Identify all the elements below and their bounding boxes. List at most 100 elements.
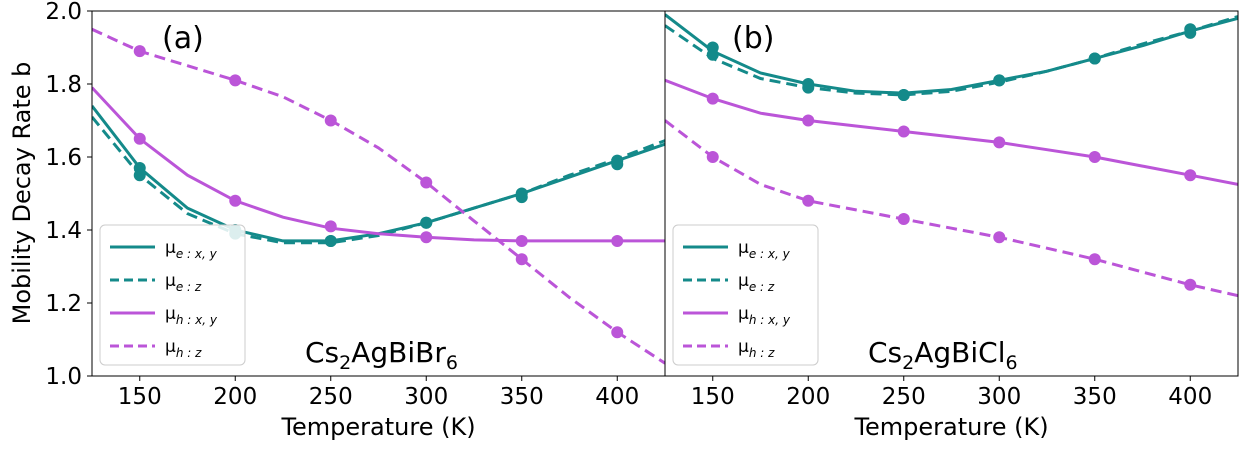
series-line-3: [92, 27, 665, 365]
data-point: [515, 191, 528, 204]
data-point: [324, 220, 337, 233]
plot-area-panel-0: [92, 27, 665, 365]
series-line-2: [665, 78, 1238, 186]
legend-label-base: μ: [165, 238, 176, 258]
legend-box: [99, 224, 246, 366]
data-point: [420, 231, 433, 244]
compound-text: AgBiBr: [351, 336, 446, 369]
data-point: [706, 48, 719, 61]
data-point: [515, 234, 528, 247]
x-tick-label: 150: [118, 384, 162, 410]
data-point: [993, 136, 1006, 149]
compound-text: Cs: [868, 336, 902, 369]
legend-label: μe : z: [165, 271, 202, 294]
legend-label-base: μ: [738, 238, 749, 258]
data-point: [897, 213, 910, 226]
legend-label-subscript: h : z: [176, 346, 202, 360]
data-point: [324, 114, 337, 127]
legend-label-subscript: h : z: [749, 346, 775, 360]
y-axis-title: Mobility Decay Rate b: [8, 62, 36, 325]
legend-label: μe : x, y: [738, 238, 791, 261]
series-line-0: [92, 104, 665, 243]
data-point: [1184, 169, 1197, 182]
data-point: [611, 326, 624, 339]
data-point: [229, 194, 242, 207]
data-point: [229, 74, 242, 87]
legend-label-subscript: h : x, y: [749, 313, 791, 327]
legend-label: μe : z: [738, 271, 775, 294]
series-line-0: [665, 13, 1238, 95]
y-tick-label: 1.4: [45, 218, 82, 244]
compound-text: Cs: [305, 336, 339, 369]
x-tick-label: 400: [1168, 384, 1212, 410]
data-point: [133, 132, 146, 145]
x-tick-label: 400: [595, 384, 639, 410]
legend-label-subscript: e : z: [749, 280, 775, 294]
data-point: [133, 45, 146, 58]
data-point: [993, 231, 1006, 244]
compound-subscript: 6: [446, 352, 458, 374]
compound-subscript: 2: [339, 352, 351, 374]
panel-label: (b): [732, 21, 774, 56]
legend-label-subscript: e : z: [176, 280, 202, 294]
x-tick-label: 150: [691, 384, 735, 410]
x-tick-label: 250: [309, 384, 353, 410]
series-line-1: [92, 115, 665, 245]
data-point: [1088, 52, 1101, 65]
legend-label-subscript: h : x, y: [176, 313, 218, 327]
x-axis-title: Temperature (K): [280, 413, 475, 441]
legend-label: μh : z: [738, 337, 775, 360]
legend-label: μh : x, y: [165, 304, 218, 327]
x-tick-label: 300: [977, 384, 1021, 410]
y-tick-label: 2.0: [45, 0, 82, 25]
data-point: [897, 125, 910, 138]
legend-label-base: μ: [165, 337, 176, 357]
y-tick-label: 1.8: [45, 72, 82, 98]
data-point: [515, 253, 528, 266]
legend-label-subscript: e : x, y: [749, 247, 791, 261]
legend-box: [672, 224, 819, 366]
y-tick-label: 1.0: [45, 364, 82, 390]
x-tick-label: 350: [1073, 384, 1117, 410]
data-point: [324, 234, 337, 247]
plot-area-panel-1: [665, 13, 1238, 298]
x-tick-label: 350: [500, 384, 544, 410]
data-point: [611, 158, 624, 171]
data-point: [133, 169, 146, 182]
x-tick-label: 300: [404, 384, 448, 410]
x-tick-label: 200: [786, 384, 830, 410]
data-point: [706, 92, 719, 105]
data-point: [802, 114, 815, 127]
series-line-2: [92, 86, 665, 243]
compound-subscript: 6: [1005, 352, 1017, 374]
compound-text: AgBiCl: [914, 336, 1005, 369]
legend-label-base: μ: [738, 271, 749, 291]
data-point: [706, 151, 719, 163]
legend-label-base: μ: [738, 337, 749, 357]
data-point: [420, 216, 433, 229]
axes-frame: [664, 10, 1239, 377]
data-point: [897, 88, 910, 101]
data-point: [420, 176, 433, 189]
legend-label-base: μ: [738, 304, 749, 324]
x-tick-label: 250: [882, 384, 926, 410]
x-axis-title: Temperature (K): [853, 413, 1048, 441]
legend-label: μh : x, y: [738, 304, 791, 327]
legend-label-subscript: e : x, y: [176, 247, 218, 261]
compound-subscript: 2: [902, 352, 914, 374]
data-point: [802, 81, 815, 94]
panel-label: (a): [162, 21, 204, 56]
y-tick-label: 1.6: [45, 145, 82, 171]
data-point: [993, 74, 1006, 87]
compound-label: Cs2AgBiBr6: [305, 336, 458, 374]
data-point: [611, 234, 624, 247]
compound-label: Cs2AgBiCl6: [868, 336, 1018, 374]
legend-label-base: μ: [165, 304, 176, 324]
data-point: [1088, 253, 1101, 266]
series-line-1: [665, 15, 1238, 97]
data-point: [802, 194, 815, 207]
data-point: [1184, 278, 1197, 291]
legend-label: μe : x, y: [165, 238, 218, 261]
data-point: [1184, 26, 1197, 39]
